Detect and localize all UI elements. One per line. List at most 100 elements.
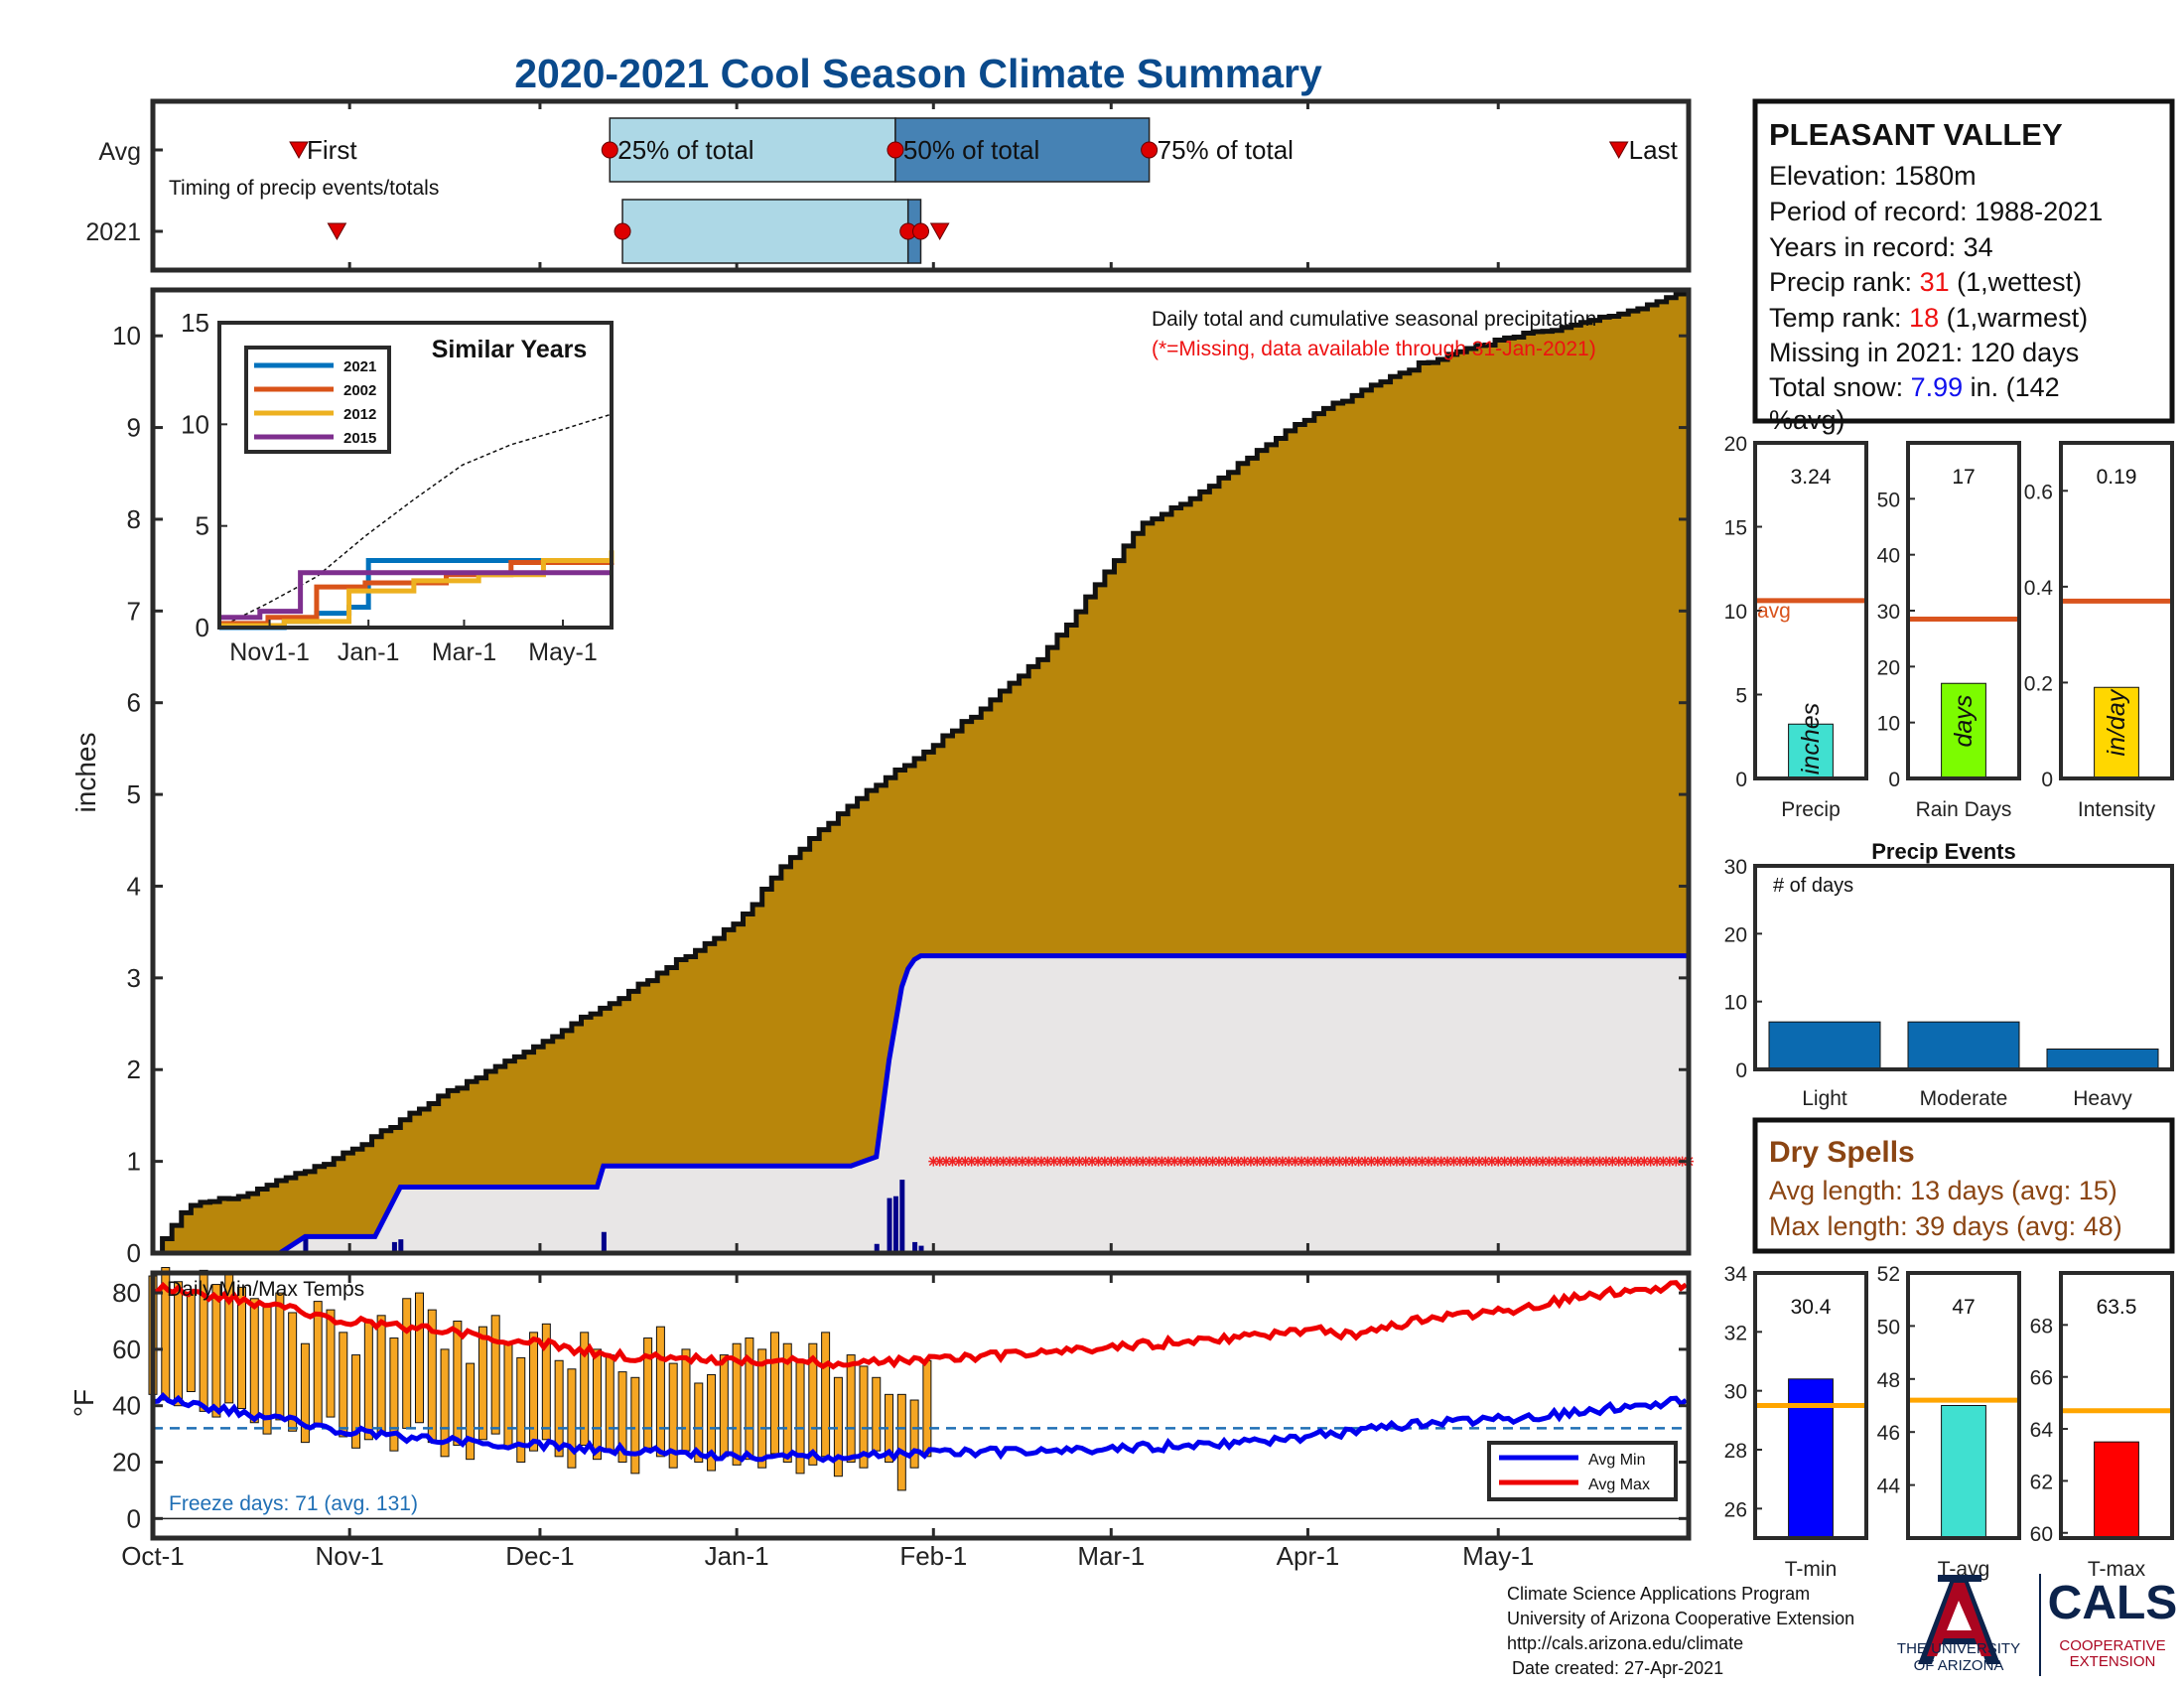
missing-marker xyxy=(979,1156,990,1167)
missing-marker xyxy=(1594,1156,1605,1167)
missing-marker xyxy=(1169,1156,1180,1167)
daily-precip-bar xyxy=(899,1180,905,1253)
temp-daily-bar xyxy=(211,1284,221,1418)
inset-series-line-2002 xyxy=(219,554,614,627)
missing-marker xyxy=(966,1156,977,1167)
missing-marker xyxy=(985,1156,996,1167)
timing-label-25: 25% of total xyxy=(617,135,753,165)
missing-marker xyxy=(1188,1156,1199,1167)
events-ytick-label: 30 xyxy=(1724,856,1747,879)
footer-line1: Climate Science Applications Program xyxy=(1507,1584,1810,1604)
precip-annotation-line2: (*=Missing, data available through 31-Ja… xyxy=(1152,338,1596,360)
temp-daily-bar xyxy=(529,1332,539,1452)
temp-daily-bar xyxy=(554,1359,564,1458)
missing-marker xyxy=(1308,1156,1319,1167)
temp-daily-bar xyxy=(174,1281,184,1407)
timing-box-25-50-y2021 xyxy=(621,199,909,264)
daily-precip-bar xyxy=(391,1241,397,1253)
timing-row-label-avg: Avg xyxy=(98,138,141,166)
precip-ytick-label: 5 xyxy=(127,779,141,809)
missing-marker xyxy=(1442,1156,1453,1167)
footer-line4: Date created: 27-Apr-2021 xyxy=(1507,1658,1723,1678)
cals-sub2: EXTENSION xyxy=(2070,1653,2156,1670)
missing-marker xyxy=(1512,1156,1523,1167)
x-tick-label: Dec-1 xyxy=(505,1541,574,1571)
missing-marker xyxy=(1220,1156,1231,1167)
temp-daily-bar xyxy=(363,1320,373,1441)
temp-daily-bar xyxy=(909,1399,919,1469)
temp-daily-bar xyxy=(300,1342,310,1444)
x-tick-label: Nov-1 xyxy=(315,1541,383,1571)
missing-marker xyxy=(1632,1156,1643,1167)
mini-ytick-label-T-min: 28 xyxy=(1724,1440,1747,1463)
temp-daily-bar xyxy=(440,1348,450,1458)
events-frame xyxy=(1753,864,2174,1071)
temp-ytick-label: 0 xyxy=(127,1503,141,1533)
missing-marker xyxy=(1048,1156,1059,1167)
missing-marker xyxy=(1024,1156,1034,1167)
temp-daily-bar xyxy=(896,1393,906,1491)
timing-marker-p25_day-avg xyxy=(601,141,618,159)
missing-marker xyxy=(1435,1156,1446,1167)
missing-marker xyxy=(1398,1156,1409,1167)
dry-spells-box: Dry Spells Avg length: 13 days (avg: 15)… xyxy=(1752,1117,2175,1254)
precip-ytick-label: 7 xyxy=(127,596,141,626)
events-xlabel: Heavy xyxy=(2073,1087,2132,1110)
temp-daily-bar xyxy=(872,1376,882,1452)
events-annotation: # of days xyxy=(1773,875,1853,897)
mini-bar-T-max xyxy=(2094,1441,2139,1539)
station-missing: Missing in 2021: 120 days xyxy=(1769,338,2079,367)
missing-marker xyxy=(1125,1156,1136,1167)
mini-xlabel-Intensity: Intensity xyxy=(2078,798,2156,821)
precip-ytick-label: 6 xyxy=(127,688,141,718)
daily-precip-bar xyxy=(912,1241,918,1253)
avg-cumulative-line xyxy=(153,289,1689,1256)
temp-daily-bar xyxy=(668,1362,678,1469)
missing-marker xyxy=(1106,1156,1117,1167)
avg-max-line xyxy=(152,1280,1688,1370)
missing-marker xyxy=(1563,1156,1573,1167)
missing-marker xyxy=(1404,1156,1415,1167)
missing-marker xyxy=(1544,1156,1555,1167)
temp-daily-bar xyxy=(262,1303,272,1435)
x-tick-label: Feb-1 xyxy=(899,1541,967,1571)
temp-daily-bar xyxy=(275,1292,285,1421)
temp-daily-bar xyxy=(580,1332,590,1446)
mini-ytick-label-T-min: 26 xyxy=(1724,1498,1747,1521)
mini-ytick-label-Intensity: 0.2 xyxy=(2024,672,2053,695)
cumulative-2021-line xyxy=(153,953,1689,1256)
station-frame xyxy=(1752,98,2175,424)
missing-marker xyxy=(1297,1156,1307,1167)
missing-marker xyxy=(1011,1156,1022,1167)
temp-daily-bar xyxy=(478,1326,487,1441)
inset-ytick-label: 15 xyxy=(181,308,209,338)
missing-marker xyxy=(1233,1156,1244,1167)
missing-marker xyxy=(1162,1156,1173,1167)
timing-row-label-2021: 2021 xyxy=(85,218,141,246)
temp-frame xyxy=(150,1270,1692,1541)
temp-daily-bar xyxy=(490,1315,500,1435)
missing-marker xyxy=(1131,1156,1142,1167)
x-tick-label: Jan-1 xyxy=(705,1541,769,1571)
missing-marker xyxy=(1151,1156,1161,1167)
missing-marker xyxy=(1334,1156,1345,1167)
station-name: PLEASANT VALLEY xyxy=(1769,117,2063,152)
temp-daily-bar xyxy=(313,1301,323,1427)
mini-ytick-label-Rain Days: 0 xyxy=(1888,769,1900,791)
precip-ytick-label: 4 xyxy=(127,871,141,901)
missing-marker xyxy=(1588,1156,1599,1167)
mini-ytick-label-T-max: 68 xyxy=(2030,1315,2053,1337)
missing-marker xyxy=(1252,1156,1263,1167)
missing-marker xyxy=(1074,1156,1085,1167)
missing-marker xyxy=(1321,1156,1332,1167)
missing-marker xyxy=(1575,1156,1586,1167)
daily-precip-bar xyxy=(601,1231,607,1253)
temp-daily-bar xyxy=(846,1354,856,1464)
mini-xlabel-Rain Days: Rain Days xyxy=(1916,798,2012,821)
missing-marker xyxy=(1379,1156,1390,1167)
inset-xtick-label: Nov1-1 xyxy=(229,638,310,666)
missing-marker xyxy=(1144,1156,1155,1167)
missing-marker xyxy=(1340,1156,1351,1167)
missing-marker xyxy=(1138,1156,1149,1167)
avg-min-line xyxy=(152,1391,1688,1464)
